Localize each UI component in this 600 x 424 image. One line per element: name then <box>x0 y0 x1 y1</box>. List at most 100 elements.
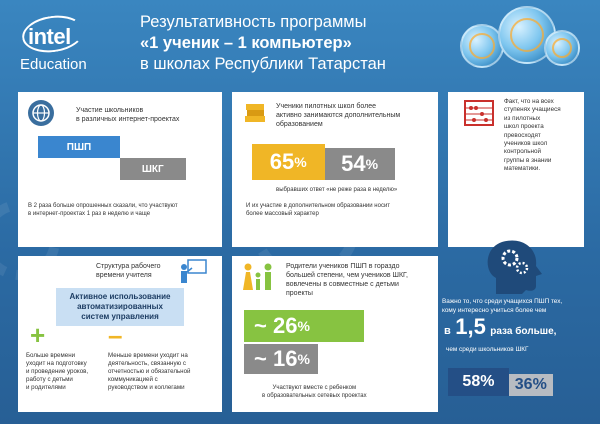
card2-foot-line: И их участие в дополнительном образовани… <box>246 203 391 209</box>
card-internet-projects: Участие школьников в различных интернет-… <box>18 92 222 247</box>
shkg-54-bar: 54% <box>324 148 395 180</box>
card3-line: контрольной <box>504 148 542 156</box>
card3-line: учеников школ <box>504 140 548 148</box>
title-line-3: в школах Республики Татарстан <box>140 55 386 73</box>
abacus-icon <box>464 100 494 126</box>
automation-box: Активное использование автоматизированны… <box>56 288 184 326</box>
percent-sign: % <box>297 318 310 334</box>
globes-illustration <box>440 2 590 82</box>
card4-left: Больше времени уходит на подготовку и пр… <box>26 352 88 392</box>
card5-heading-line: проекты <box>286 290 313 297</box>
percent-sign: % <box>297 351 310 367</box>
card4-heading: Структура рабочего времени учителя <box>96 262 161 280</box>
minus-sign: – <box>108 320 123 350</box>
card2-footnote: И их участие в дополнительном образовани… <box>246 202 390 218</box>
value-16: ~ 16 <box>254 346 298 371</box>
card3-line: группы в знании <box>504 156 552 164</box>
card3-line: Факт, что на всех <box>504 98 554 105</box>
left-line: уходит на подготовку <box>26 360 87 367</box>
card-extra-education: Ученики пилотных школ более активно зани… <box>232 92 438 247</box>
card-interest: Важно то, что среди учащихся ПШП тех, ко… <box>442 240 588 416</box>
card4-heading-line: времени учителя <box>96 272 152 279</box>
card6-emphasis: в 1,5 раза больше, <box>444 314 556 340</box>
card2-foot-line: более массовый характер <box>246 211 319 217</box>
shkg-bar: ШКГ <box>120 158 186 180</box>
value-65: 65 <box>269 149 295 174</box>
card2-heading: Ученики пилотных школ более активно зани… <box>276 102 400 129</box>
card3-text: Факт, что на всех ступенях учащиеся из п… <box>504 98 561 174</box>
card4-right: Меньше времени уходит на деятельность, с… <box>108 352 190 392</box>
left-line: и родителями <box>26 384 66 391</box>
shkg-16-bar: ~ 16% <box>244 344 318 374</box>
family-icon <box>240 262 276 292</box>
card1-heading: Участие школьников в различных интернет-… <box>76 106 179 124</box>
emph-big: 1,5 <box>455 314 486 339</box>
card2-heading-line: образованием <box>276 121 323 128</box>
right-line: коммуникацией с <box>108 376 158 383</box>
card2-sub: выбравших ответ «не реже раза в неделю» <box>276 187 398 193</box>
pshp-bar: ПШП <box>38 136 120 158</box>
right-line: деятельность, связанную с <box>108 360 187 367</box>
card6-line: кому интересно учиться более чем <box>442 306 547 314</box>
logo-word: intel <box>28 24 71 49</box>
pshp-26-bar: ~ 26% <box>244 310 364 342</box>
card6-line: Важно то, что среди учащихся ПШП тех, <box>442 298 563 305</box>
box-line: систем управления <box>81 312 159 321</box>
left-line: Больше времени <box>26 352 76 359</box>
percent-sign: % <box>365 156 379 172</box>
card6-line3: чем среди школьников ШКГ <box>446 346 529 353</box>
card1-heading-line: Участие школьников <box>76 107 144 114</box>
value-26: ~ 26 <box>254 313 298 338</box>
card1-foot-line: В 2 раза больше опрошенных сказали, что … <box>28 203 178 209</box>
head-gears-icon <box>478 234 548 298</box>
globe-icon <box>28 100 54 126</box>
card5-foot-line: в образовательных сетевых проектах <box>262 393 367 399</box>
card5-heading-line: Родители учеников ПШП в гораздо <box>286 263 400 270</box>
globe-icon <box>498 6 556 64</box>
shkg-label: ШКГ <box>141 163 164 175</box>
left-line: и проведение уроков, <box>26 368 89 375</box>
logo-sub: Education <box>20 56 87 73</box>
card1-foot-line: в интернет-проектах 1 раз в неделю и чащ… <box>28 211 151 217</box>
card2-heading-line: Ученики пилотных школ более <box>276 103 376 110</box>
right-line: руководством и коллегами <box>108 384 185 391</box>
title-line-1: Результативность программы <box>140 13 367 31</box>
card1-footnote: В 2 раза больше опрошенных сказали, что … <box>28 202 178 218</box>
card6-intro: Важно то, что среди учащихся ПШП тех, ко… <box>442 298 562 315</box>
page-title: Результативность программы «1 ученик – 1… <box>140 12 386 75</box>
teacher-board-icon <box>178 258 208 284</box>
card3-line: из пилотных <box>504 114 541 122</box>
title-line-2: «1 ученик – 1 компьютер» <box>140 34 352 52</box>
right-line: Меньше времени уходит на <box>108 352 188 359</box>
card-math: Факт, что на всех ступенях учащиеся из п… <box>448 92 584 247</box>
card2-heading-line: активно занимаются дополнительным <box>276 112 401 119</box>
shkg-36-bar: 36% <box>508 374 553 396</box>
card3-line: математики. <box>504 165 541 173</box>
card5-heading-line: вовлечены в совместные с детьми <box>286 281 399 288</box>
card-parents: Родители учеников ПШП в гораздо большей … <box>232 256 438 412</box>
box-line: Активное использование <box>69 292 171 301</box>
emph-pre: в <box>444 325 451 337</box>
pshp-58-bar: 58% <box>448 368 509 396</box>
card-teacher-time: Структура рабочего времени учителя Актив… <box>18 256 222 412</box>
plus-sign: + <box>30 320 46 350</box>
globe-icon <box>544 30 580 66</box>
card3-line: превосходят <box>504 131 541 139</box>
value-54: 54 <box>341 151 366 176</box>
pshp-65-bar: 65% <box>252 144 325 180</box>
value-58: 58% <box>462 373 495 390</box>
card5-foot-line: Участвуют вместе с ребенком <box>272 385 357 391</box>
card5-heading-line: большей степени, чем учеников ШКГ, <box>286 272 408 279</box>
card3-line: ступенях учащиеся <box>504 106 561 114</box>
box-line: автоматизированных <box>77 302 163 311</box>
card3-line: школ проекта <box>504 123 544 131</box>
pshp-label: ПШП <box>66 141 92 153</box>
value-36: 36% <box>514 376 547 393</box>
header: intel Education Результативность програм… <box>0 0 600 86</box>
emph-post: раза больше, <box>490 326 557 337</box>
percent-sign: % <box>294 154 307 170</box>
left-line: работу с детьми <box>26 376 73 383</box>
card1-heading-line: в различных интернет-проектах <box>76 116 180 123</box>
card5-heading: Родители учеников ПШП в гораздо большей … <box>286 262 408 298</box>
right-line: отчетностью и обязательной <box>108 368 191 375</box>
